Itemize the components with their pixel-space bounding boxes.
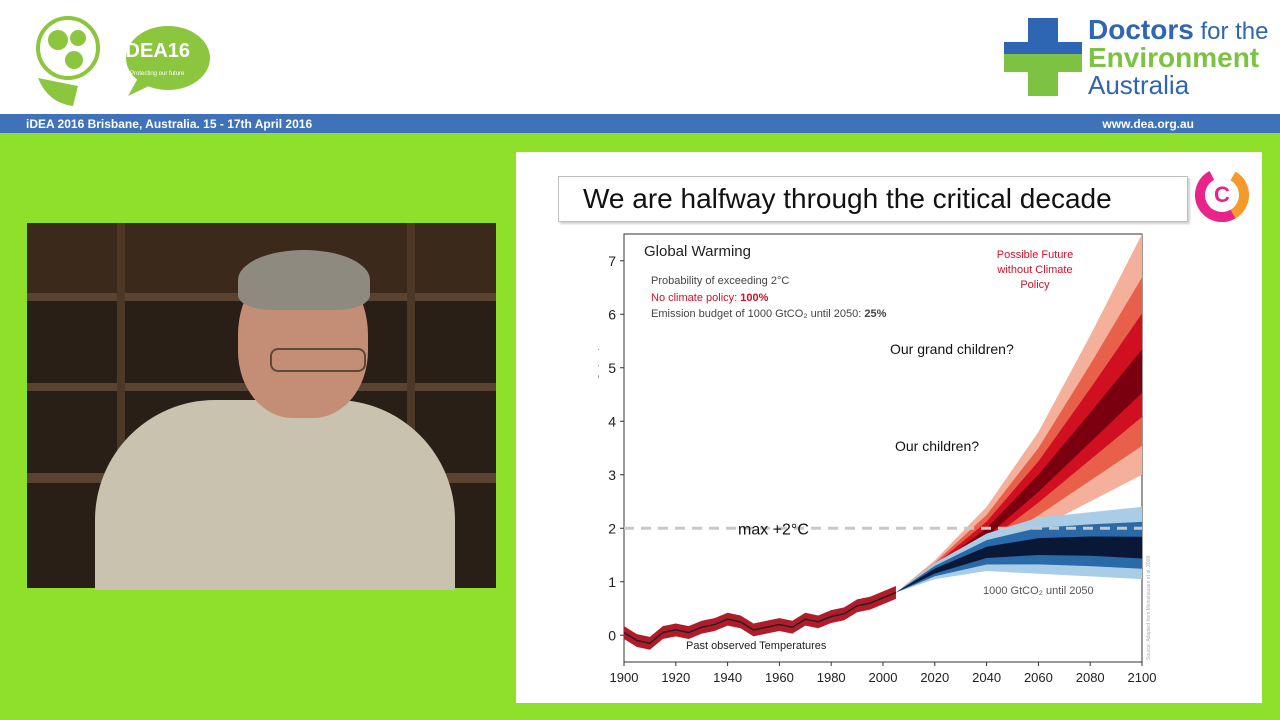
y-tick-label: 6 [608,306,616,322]
annotation-children: Our children? [895,438,979,454]
budget-band-core [895,536,1142,593]
idea-logo [36,16,210,106]
slide-title: We are halfway through the critical deca… [583,183,1112,214]
annotation-future: without Climate [996,264,1072,276]
idea-logo-text: iDEA16 [120,40,191,62]
speaker-hair [238,250,370,310]
svg-text:C: C [1214,182,1230,207]
x-tick-label: 2060 [1024,670,1053,685]
x-tick-label: 2080 [1076,670,1105,685]
chart-title: Global Warming [644,243,751,260]
y-tick-label: 5 [608,360,616,376]
presentation-slide: We are halfway through the critical deca… [516,152,1262,703]
speaker-glasses [270,348,366,372]
info-line2: No climate policy: 100% [651,292,769,304]
dea-logo-line2: Environment [1088,42,1260,73]
annotation-grandchildren: Our grand children? [890,341,1014,357]
medical-cross-icon [1004,18,1082,96]
conference-header: iDEA16 Protecting our future Doctors for… [0,0,1280,114]
x-tick-label: 2100 [1128,670,1157,685]
y-tick-label: 7 [608,253,616,269]
x-tick-label: 2020 [920,670,949,685]
x-tick-label: 1940 [713,670,742,685]
global-warming-chart: 0 1 2 3 4 5 6 7 1900 1920 1940 1960 1980 2000 2020 2040… [598,233,1157,685]
event-text: iDEA 2016 Brisbane, Australia. 15 - 17th… [26,117,313,131]
website-link[interactable]: www.dea.org.au [1102,117,1194,131]
annotation-past: Past observed Temperatures [686,640,827,652]
y-tick-label: 1 [608,574,616,590]
no-policy-band-inner [895,313,1142,593]
y-tick-label: 4 [608,413,616,429]
annotation-budget: 1000 GtCO₂ until 2050 [983,585,1094,597]
source-note: Source: Adapted from Meinshausen et al. … [1146,556,1152,660]
y-tick-label: 2 [608,520,616,536]
past-observed-line [624,591,897,645]
slide-title-box: We are halfway through the critical deca… [558,176,1188,222]
y-tick-label: 3 [608,467,616,483]
dea-logo-line1: Doctors for the [1088,14,1269,45]
annotation-future: Policy [1020,279,1050,291]
y-axis-label: Global Mean Surface Warming (°C) [598,346,599,550]
y-tick-label: 0 [608,627,616,643]
info-line3: Emission budget of 1000 GtCO₂ until 2050… [651,308,887,320]
info-bar: iDEA 2016 Brisbane, Australia. 15 - 17th… [0,114,1280,133]
annotation-max: max +2°C [738,521,809,538]
c-logo-icon: C [1195,168,1249,222]
speaker-body [95,400,455,590]
info-line1: Probability of exceeding 2°C [651,275,789,287]
past-band [624,586,896,650]
x-tick-label: 2000 [869,670,898,685]
x-tick-label: 1960 [765,670,794,685]
x-tick-label: 1900 [610,670,639,685]
annotation-future: Possible Future [997,249,1073,261]
x-tick-label: 1920 [661,670,690,685]
x-tick-label: 2040 [972,670,1001,685]
x-tick-label: 1980 [817,670,846,685]
dea-logo-line3: Australia [1088,70,1190,100]
plot-area [624,234,1142,650]
idea-tagline: Protecting our future [130,71,185,77]
no-policy-band-outer [895,234,1142,593]
